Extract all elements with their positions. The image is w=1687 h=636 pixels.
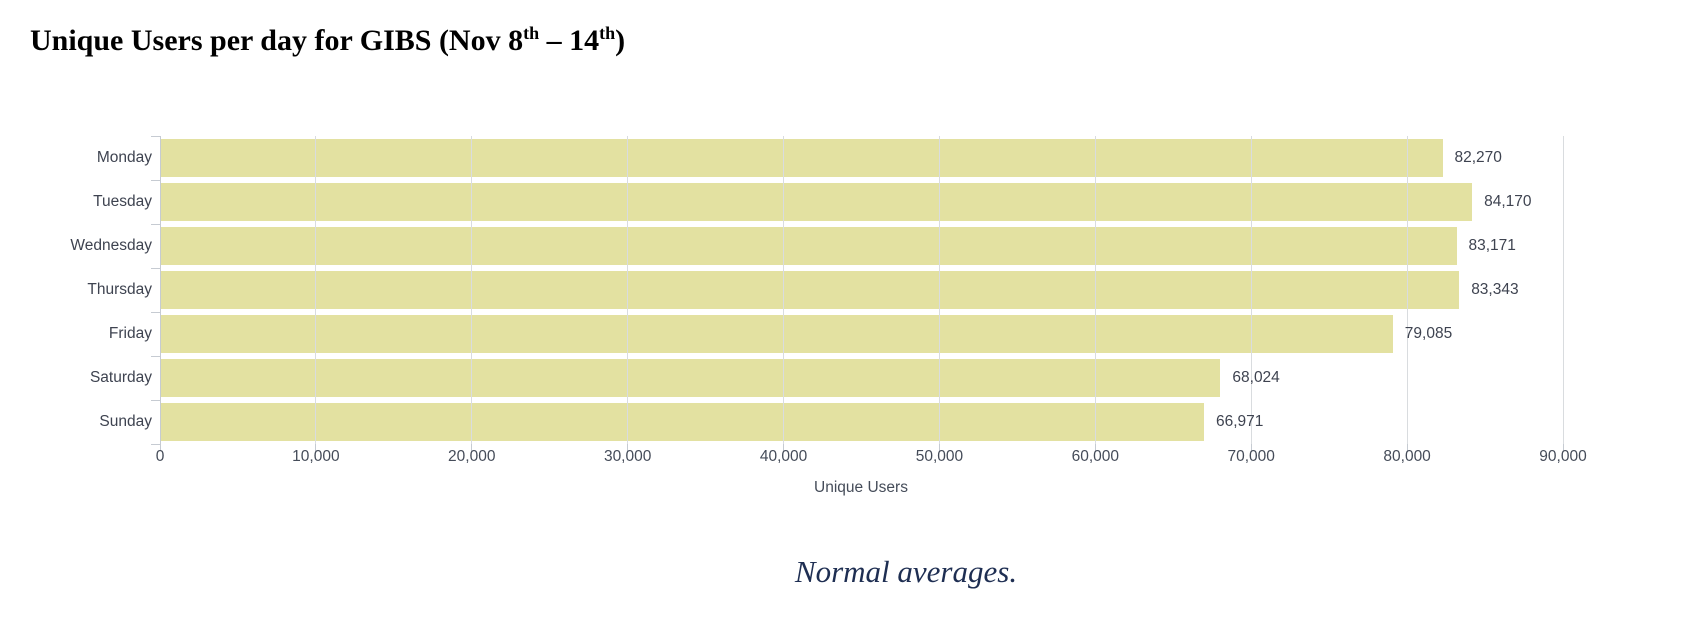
x-axis-tick (1094, 444, 1096, 451)
x-tick-label: 20,000 (448, 448, 496, 465)
x-tick-label: 80,000 (1383, 448, 1431, 465)
value-label: 66,971 (1216, 413, 1264, 430)
x-tick-label: 30,000 (603, 448, 652, 465)
gridline (938, 136, 940, 444)
gridline (627, 136, 629, 444)
value-label: 68,024 (1232, 369, 1280, 386)
chart-title-superscript: th (599, 23, 616, 43)
bar-thursday (160, 271, 1460, 309)
x-tick-label: 90,000 (1539, 448, 1587, 465)
value-label: 79,085 (1404, 325, 1453, 342)
x-tick-label: 70,000 (1227, 448, 1275, 465)
gridline (471, 136, 473, 444)
chart-title: Unique Users per day for GIBS (Nov 8th –… (30, 24, 625, 58)
y-axis-tick (151, 223, 160, 225)
x-tick-label: 0 (155, 448, 165, 465)
category-label: Monday (96, 149, 152, 166)
y-axis-tick (151, 355, 160, 357)
chart-title-superscript: th (523, 23, 540, 43)
x-tick-label: 60,000 (1071, 448, 1120, 465)
bar-row: Saturday 68,024 (90, 356, 1563, 400)
bar-row: Thursday 83,343 (87, 268, 1563, 312)
x-axis-tick (783, 444, 785, 451)
x-tick-label: 40,000 (759, 448, 808, 465)
bar-friday (160, 315, 1393, 353)
bar-saturday (160, 359, 1221, 397)
chart-title-text: ) (615, 24, 626, 57)
x-axis-tick (1250, 444, 1252, 451)
bar-wednesday (160, 227, 1457, 265)
bar-row: Friday 79,085 (109, 312, 1563, 356)
x-axis-tick (471, 444, 473, 451)
plot-area: Unique Users 0 10,000 20,000 30,000 40,000 50… (70, 135, 1587, 496)
unique-users-bar-chart: Unique Users 0 10,000 20,000 30,000 40,000 50… (0, 135, 1687, 496)
y-axis-tick (151, 399, 160, 401)
y-axis-tick (151, 267, 160, 269)
y-axis-tick (151, 179, 160, 181)
x-axis-tick (1562, 444, 1564, 451)
category-label: Sunday (99, 413, 152, 430)
x-axis-tick (938, 444, 940, 451)
category-label: Saturday (89, 369, 152, 386)
y-axis-tick (151, 443, 160, 445)
bar-sunday (160, 403, 1204, 441)
gridline (1562, 136, 1564, 444)
x-axis-tick (315, 444, 317, 451)
x-axis-tick (627, 444, 629, 451)
value-label: 83,171 (1468, 237, 1516, 254)
x-axis-title: Unique Users (814, 479, 908, 496)
gridline (1406, 136, 1408, 444)
category-label: Thursday (87, 281, 152, 298)
caption: Normal averages. (794, 554, 1018, 589)
chart-title-text: Unique Users per day for GIBS (Nov 8 (30, 24, 524, 57)
bar-row: Tuesday 84,170 (93, 180, 1563, 224)
y-axis-line (159, 136, 161, 444)
gridline (1094, 136, 1096, 444)
x-tick-label: 10,000 (292, 448, 340, 465)
chart-title-text: – 14 (539, 24, 600, 57)
x-axis-tick (159, 444, 161, 451)
bar-row: Wednesday 83,171 (70, 224, 1563, 268)
x-axis-tick (1406, 444, 1408, 451)
gridline (783, 136, 785, 444)
bar-monday (160, 139, 1443, 177)
category-label: Friday (108, 325, 152, 342)
bar-row: Sunday 66,971 (99, 400, 1563, 444)
value-label: 83,343 (1471, 281, 1519, 298)
value-label: 84,170 (1484, 193, 1532, 210)
bar-tuesday (160, 183, 1473, 221)
value-label: 82,270 (1454, 149, 1502, 166)
y-axis-tick (151, 311, 160, 313)
gridline (315, 136, 317, 444)
y-axis-tick (151, 135, 160, 137)
x-tick-label: 50,000 (915, 448, 964, 465)
gridline (1250, 136, 1252, 444)
category-label: Wednesday (70, 237, 152, 254)
bar-row: Monday 82,270 (97, 136, 1563, 180)
category-label: Tuesday (93, 193, 152, 210)
